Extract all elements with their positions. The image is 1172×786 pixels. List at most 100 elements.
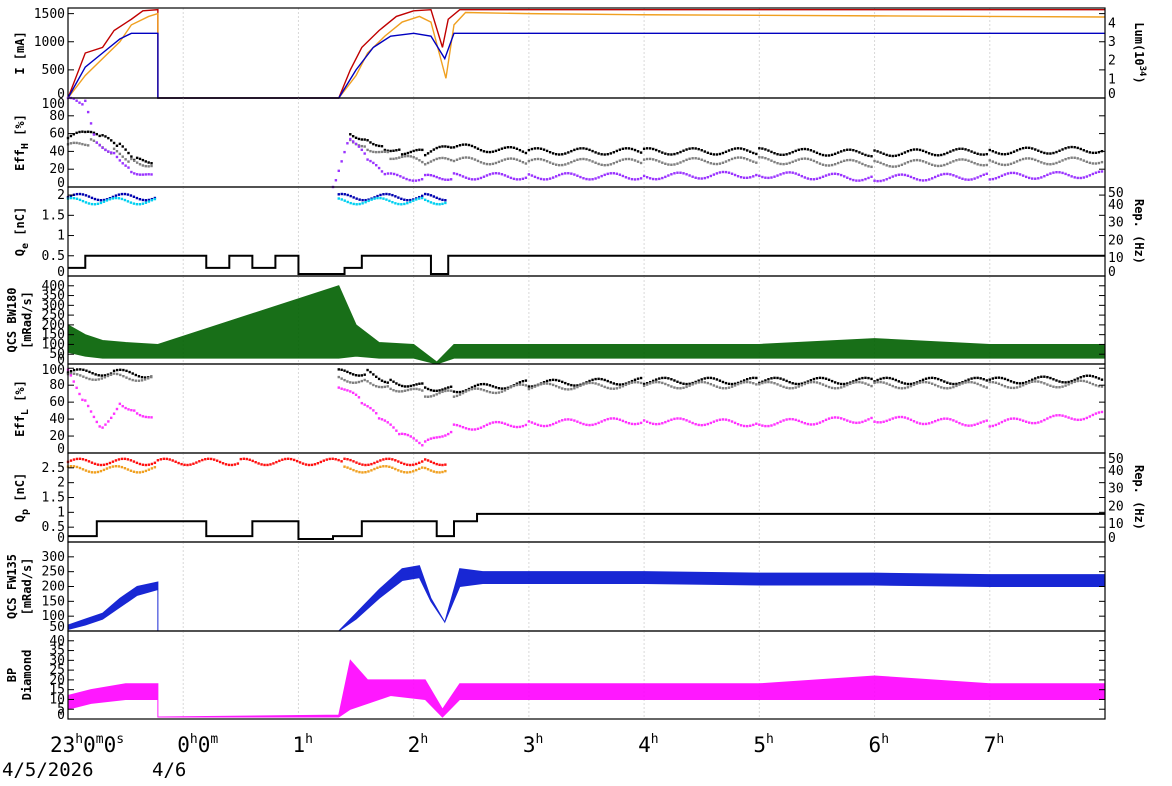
data-point — [102, 468, 106, 472]
data-point — [147, 416, 150, 419]
data-point — [1018, 382, 1022, 385]
data-point — [882, 152, 885, 155]
data-point — [449, 389, 453, 392]
data-point — [830, 172, 834, 176]
data-point — [124, 158, 127, 161]
data-point — [195, 461, 198, 464]
data-point — [485, 423, 489, 427]
data-point — [624, 157, 628, 161]
data-point — [360, 138, 364, 141]
data-point — [452, 390, 456, 393]
data-point — [138, 198, 142, 201]
y-tick-label: 1000 — [34, 35, 65, 50]
data-point — [377, 377, 381, 381]
data-point — [545, 382, 549, 385]
data-point — [994, 423, 998, 427]
data-point — [706, 422, 709, 426]
data-point — [364, 470, 367, 474]
data-point — [636, 381, 640, 384]
data-point — [946, 151, 949, 155]
data-point — [105, 199, 109, 202]
data-point — [852, 148, 855, 152]
data-point — [447, 178, 450, 181]
data-point — [667, 384, 670, 387]
data-point — [84, 458, 88, 462]
data-point — [1097, 384, 1101, 388]
data-point — [479, 161, 483, 164]
data-point — [600, 174, 603, 178]
data-point — [782, 419, 785, 422]
data-point — [385, 465, 388, 468]
data-point — [973, 161, 976, 165]
data-point — [369, 159, 372, 163]
data-point — [69, 372, 73, 375]
data-point — [703, 159, 706, 163]
data-point — [131, 378, 134, 382]
data-point — [506, 146, 510, 149]
data-point — [1088, 174, 1092, 177]
data-point — [1003, 419, 1007, 422]
data-point — [153, 461, 157, 464]
data-point — [903, 162, 907, 165]
data-point — [128, 377, 131, 381]
data-point — [976, 152, 979, 156]
data-point — [961, 382, 964, 385]
data-point — [364, 200, 367, 204]
data-point — [991, 150, 995, 153]
data-point — [1049, 376, 1052, 380]
data-point — [467, 427, 471, 431]
data-point — [441, 156, 444, 160]
data-point — [715, 162, 719, 166]
data-point — [685, 148, 688, 151]
data-point — [955, 384, 958, 388]
data-point — [1070, 417, 1073, 420]
data-point — [633, 178, 637, 181]
data-point — [876, 378, 879, 382]
data-point — [691, 175, 694, 178]
data-point — [709, 382, 713, 386]
data-point — [849, 148, 852, 151]
data-point — [1058, 149, 1061, 152]
data-point — [461, 143, 465, 146]
data-point — [72, 196, 76, 200]
data-point — [594, 382, 597, 385]
data-point — [918, 159, 922, 162]
data-point — [1027, 379, 1031, 383]
data-point — [567, 383, 570, 386]
data-point — [1021, 419, 1025, 422]
data-point — [827, 417, 831, 420]
data-point — [930, 163, 934, 167]
data-point — [421, 196, 424, 200]
data-point — [122, 368, 125, 372]
data-point — [864, 382, 867, 385]
data-point — [815, 177, 819, 181]
data-point — [349, 201, 352, 205]
data-point — [703, 423, 706, 427]
data-point — [398, 390, 401, 393]
data-point — [1097, 377, 1101, 380]
data-point — [81, 142, 84, 146]
data-point — [967, 378, 970, 381]
data-point — [539, 158, 543, 161]
data-point — [147, 463, 151, 466]
data-point — [103, 376, 107, 379]
data-point — [961, 147, 964, 151]
data-point — [389, 172, 393, 175]
data-point — [129, 459, 133, 462]
data-point — [373, 461, 376, 465]
data-point — [664, 162, 667, 165]
data-point — [372, 383, 375, 387]
data-point — [855, 378, 858, 382]
data-point — [435, 175, 438, 179]
data-point — [676, 171, 679, 174]
data-point — [417, 178, 421, 182]
data-point — [885, 178, 888, 181]
data-point — [409, 470, 412, 474]
data-point — [909, 159, 913, 163]
data-point — [363, 152, 366, 155]
data-point — [964, 381, 967, 384]
data-point — [79, 374, 82, 377]
series-current-2 — [67, 32, 1105, 99]
data-point — [679, 171, 682, 174]
data-point — [827, 164, 831, 167]
